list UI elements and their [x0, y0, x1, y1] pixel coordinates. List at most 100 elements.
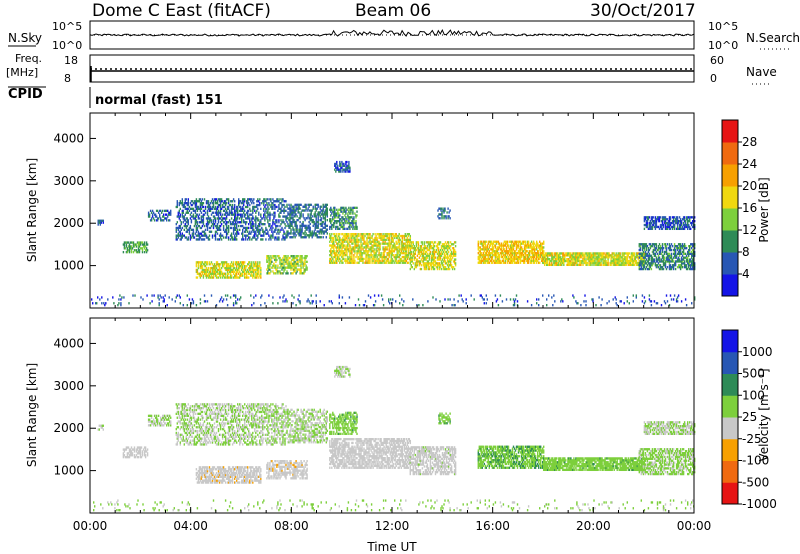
echo-cell	[497, 252, 500, 255]
echo-cell	[331, 259, 333, 263]
echo-cell	[243, 200, 245, 203]
echo-cell	[279, 224, 281, 228]
echo-cell	[289, 215, 291, 218]
echo-cell	[274, 228, 276, 232]
echo-cell	[378, 257, 380, 261]
echo-cell	[218, 200, 221, 203]
echo-cell	[389, 242, 391, 245]
echo-cell	[562, 256, 564, 259]
echo-cell	[297, 209, 299, 212]
echo-cell	[405, 254, 408, 257]
echo-cell	[288, 266, 290, 269]
echo-cell	[284, 205, 286, 209]
echo-cell	[443, 260, 446, 263]
echo-cell	[234, 203, 236, 207]
echo-cell	[247, 198, 249, 201]
echo-cell	[427, 266, 430, 269]
echo-cell	[187, 200, 190, 203]
echo-cell	[398, 233, 400, 236]
echo-cell	[506, 242, 509, 245]
echo-cell	[566, 263, 568, 267]
echo-cell	[424, 247, 427, 250]
echo-cell	[293, 266, 295, 269]
echo-cell	[242, 263, 244, 266]
echo-cell	[333, 244, 335, 247]
echo-cell	[567, 254, 569, 257]
echo-cell	[239, 276, 241, 279]
echo-cell	[210, 200, 213, 203]
echo-cell	[257, 274, 259, 277]
echo-cell	[493, 240, 496, 243]
echo-cell	[498, 244, 501, 247]
echo-cell	[268, 268, 270, 271]
echo-cell	[234, 207, 236, 211]
echo-cell	[127, 249, 130, 252]
echo-cell	[219, 213, 222, 216]
echo-cell	[481, 244, 484, 247]
echo-cell	[231, 238, 234, 241]
echo-cell	[194, 203, 197, 207]
echo-cell	[650, 304, 653, 307]
echo-cell	[315, 300, 317, 303]
echo-cell	[583, 258, 585, 261]
echo-cell	[371, 259, 373, 263]
echo-cell	[372, 246, 374, 249]
echo-cell	[354, 246, 356, 249]
echo-cell	[542, 248, 544, 251]
echo-cell	[210, 213, 213, 216]
echo-cell	[347, 216, 349, 219]
echo-cell	[290, 203, 292, 207]
echo-cell	[515, 246, 518, 249]
echo-cell	[414, 252, 417, 256]
echo-cell	[326, 209, 329, 212]
echo-cell	[341, 225, 343, 229]
echo-cell	[396, 255, 398, 259]
echo-cell	[141, 247, 144, 250]
echo-cell	[294, 224, 296, 228]
echo-cell	[435, 245, 438, 248]
echo-cell	[553, 256, 555, 259]
echo-cell	[418, 250, 421, 254]
echo-cell	[274, 200, 276, 203]
echo-cell	[332, 236, 334, 240]
echo-cell	[578, 256, 580, 259]
echo-cell	[299, 302, 301, 305]
echo-cell	[171, 298, 173, 301]
echo-cell	[219, 200, 222, 203]
echo-cell	[500, 248, 503, 251]
echo-cell	[340, 223, 342, 227]
echo-cell	[310, 234, 312, 237]
echo-cell	[484, 246, 487, 249]
echo-cell	[272, 270, 274, 273]
echo-cell	[346, 164, 348, 168]
echo-cell	[188, 226, 191, 230]
echo-cell	[180, 238, 183, 241]
echo-cell	[186, 217, 189, 220]
echo-cell	[546, 263, 548, 267]
echo-cell	[516, 255, 519, 259]
echo-cell	[516, 300, 519, 303]
echo-cell	[414, 266, 417, 269]
echo-cell	[413, 252, 416, 256]
echo-cell	[138, 245, 141, 248]
echo-cell	[452, 250, 455, 254]
echo-cell	[263, 223, 265, 226]
echo-cell	[189, 234, 192, 237]
echo-cell	[192, 300, 195, 303]
echo-cell	[250, 294, 252, 297]
echo-cell	[197, 224, 200, 228]
echo-cell	[221, 205, 224, 209]
echo-cell	[163, 215, 165, 218]
echo-cell	[360, 252, 362, 255]
echo-cell	[416, 258, 419, 261]
echo-cell	[237, 228, 239, 232]
echo-cell	[338, 242, 340, 245]
echo-cell	[509, 248, 512, 251]
echo-cell	[436, 267, 439, 271]
echo-cell	[412, 262, 415, 265]
echo-cell	[124, 247, 127, 250]
echo-cell	[235, 272, 237, 275]
echo-cell	[184, 223, 187, 226]
echo-cell	[349, 221, 351, 225]
echo-cell	[339, 214, 341, 217]
